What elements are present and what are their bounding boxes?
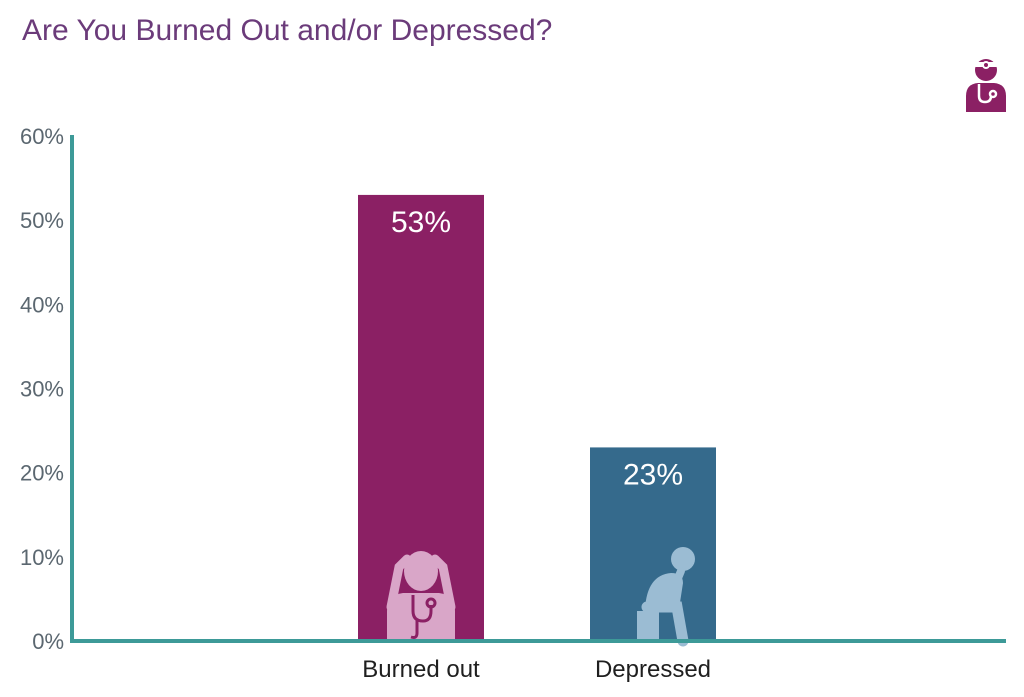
y-tick-label: 0%	[32, 629, 64, 654]
stressed-doctor-icon	[386, 551, 456, 641]
data-label: 53%	[391, 206, 451, 239]
y-tick-label: 60%	[20, 124, 64, 149]
y-tick-label: 50%	[20, 208, 64, 233]
category-label: Depressed	[595, 656, 711, 683]
y-tick-label: 40%	[20, 292, 64, 317]
y-tick-label: 30%	[20, 377, 64, 402]
y-tick-label: 10%	[20, 545, 64, 570]
y-tick-label: 20%	[20, 461, 64, 486]
data-label: 23%	[623, 458, 683, 491]
chart-title: Are You Burned Out and/or Depressed?	[22, 14, 553, 47]
category-label: Burned out	[362, 656, 480, 683]
doctor-icon	[966, 59, 1006, 112]
depressed-person-icon	[637, 547, 695, 647]
